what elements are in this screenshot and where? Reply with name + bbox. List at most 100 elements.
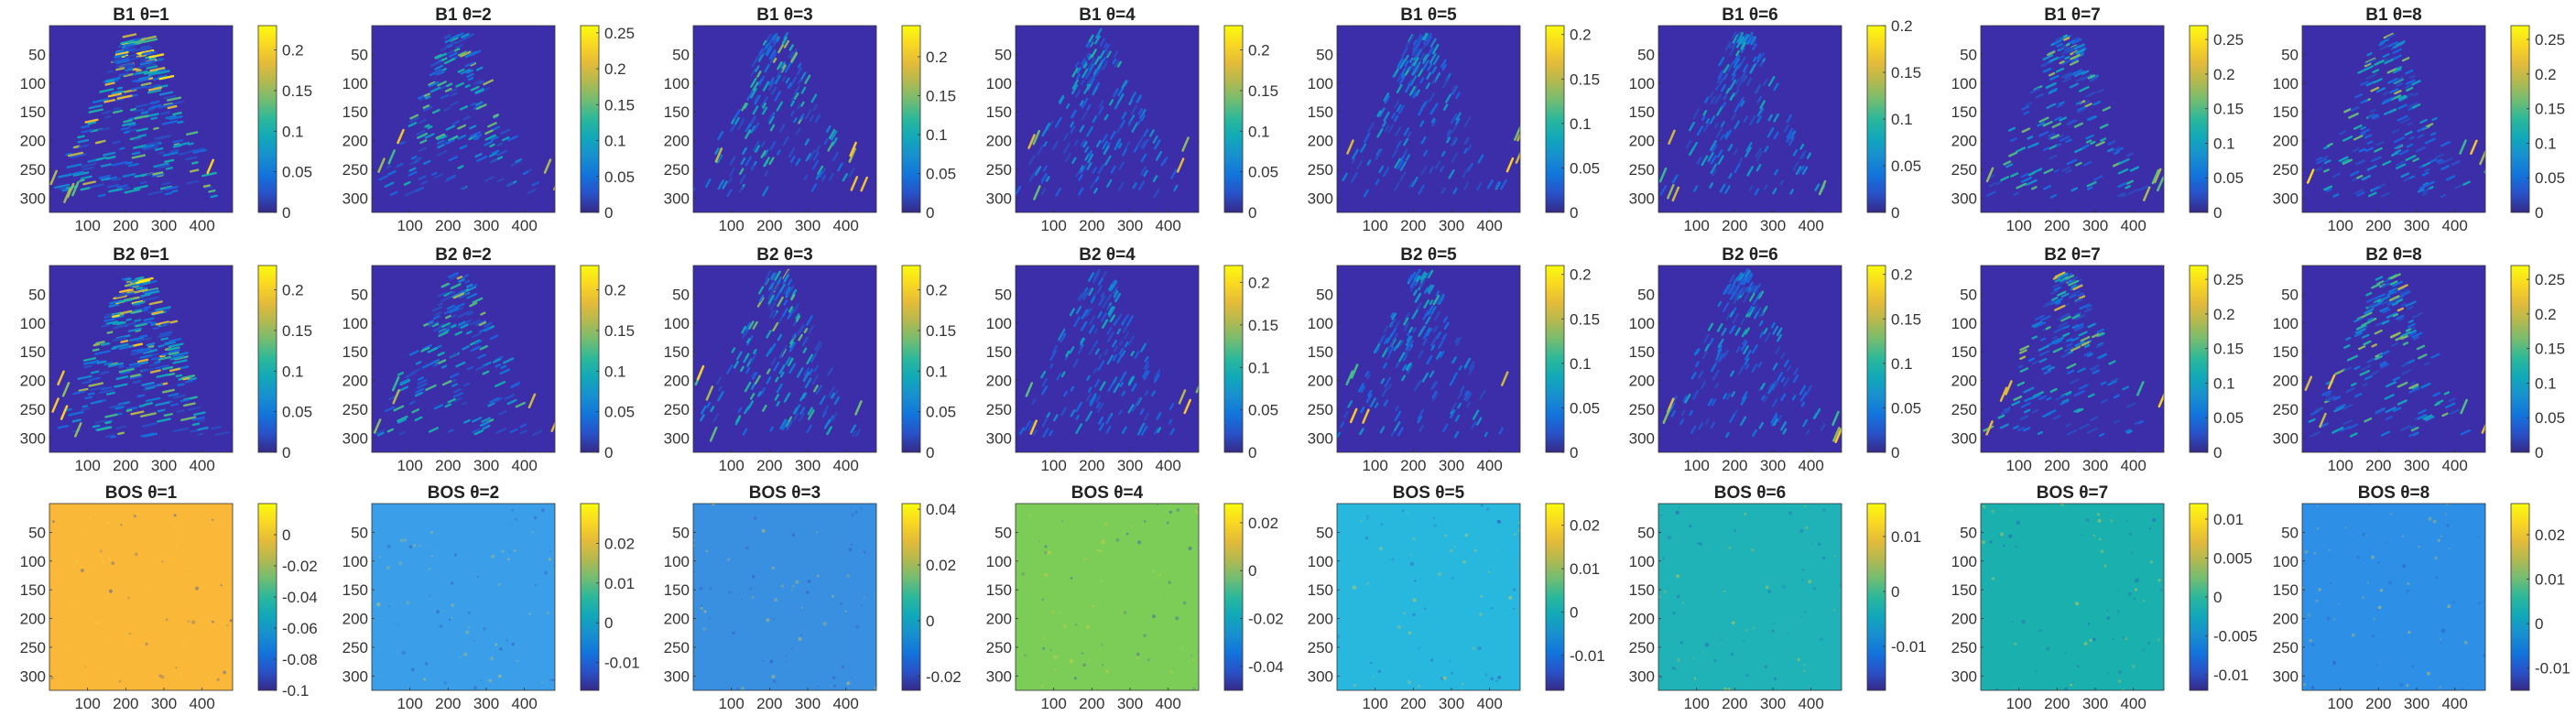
colorbar — [1545, 25, 1565, 213]
x-tick-label: 300 — [1760, 695, 1786, 712]
y-tick-label: 200 — [986, 373, 1012, 390]
subplot-svg: BOS θ=1 50 100 150 200 250 300 100 200 300 400 0 -0.… — [20, 483, 318, 712]
x-tick-label: 200 — [2044, 695, 2070, 712]
subplot-svg: B2 θ=8 50 100 150 200 250 300 100 200 300 400 0.25 0… — [2273, 245, 2565, 474]
colorbar — [580, 25, 600, 213]
y-tick-label: 150 — [664, 581, 690, 599]
subplot-panel: B1 θ=6 50 100 150 200 250 300 100 200 300 400 0.2 0.… — [1622, 0, 1947, 238]
x-tick-label: 100 — [1040, 217, 1066, 234]
y-tick-label: 200 — [1951, 373, 1977, 390]
subplot-panel: B2 θ=2 50 100 150 200 250 300 100 200 300 400 0.2 0.… — [335, 240, 660, 478]
y-tick-label: 250 — [664, 401, 690, 418]
colorbar — [580, 265, 600, 453]
colorbar-tick-label: 0.01 — [1891, 528, 1921, 546]
subplot-svg: B1 θ=5 50 100 150 200 250 300 100 200 300 400 0.2 0.… — [1308, 5, 1600, 234]
axes-frame — [692, 265, 877, 453]
y-tick-label: 250 — [2273, 401, 2299, 418]
colorbar-tick-label: 0.05 — [282, 164, 312, 181]
y-tick-label: 50 — [351, 46, 368, 63]
x-tick-label: 100 — [1040, 457, 1066, 474]
colorbar-tick-label: -0.1 — [282, 682, 309, 700]
x-tick-label: 300 — [151, 457, 177, 474]
subplot-title: B1 θ=3 — [756, 5, 813, 25]
y-tick-label: 150 — [342, 581, 368, 599]
subplot-svg: B2 θ=5 50 100 150 200 250 300 100 200 300 400 0.2 0.… — [1308, 245, 1600, 474]
y-tick-label: 150 — [20, 581, 46, 599]
colorbar-tick-label: 0 — [1570, 604, 1578, 622]
x-tick-label: 200 — [1400, 695, 1426, 712]
y-tick-label: 50 — [1960, 46, 1977, 63]
y-tick-label: 100 — [342, 75, 368, 92]
y-tick-label: 100 — [2273, 315, 2299, 332]
colorbar-tick-label: 0.2 — [1891, 17, 1913, 35]
x-tick-label: 200 — [113, 457, 138, 474]
colorbar-tick-label: 0.1 — [2535, 135, 2557, 152]
y-tick-label: 150 — [1308, 581, 1333, 599]
colorbar-tick-label: 0 — [604, 204, 613, 222]
subplot-panel: B2 θ=8 50 100 150 200 250 300 100 200 300 400 0.25 0… — [2266, 240, 2576, 478]
x-tick-label: 100 — [2005, 695, 2031, 712]
y-tick-label: 150 — [342, 343, 368, 361]
y-tick-label: 50 — [1960, 524, 1977, 541]
y-tick-label: 300 — [1951, 667, 1977, 685]
x-tick-label: 300 — [1117, 457, 1143, 474]
x-tick-label: 300 — [2082, 695, 2108, 712]
x-tick-label: 300 — [473, 695, 499, 712]
x-tick-label: 400 — [832, 457, 858, 474]
y-tick-label: 200 — [2273, 133, 2299, 150]
colorbar-tick-label: 0 — [926, 444, 934, 461]
heatmap-texture — [1016, 504, 1199, 690]
x-tick-label: 200 — [435, 695, 461, 712]
x-tick-label: 300 — [2404, 695, 2429, 712]
colorbar-tick-label: -0.01 — [604, 655, 640, 672]
y-tick-label: 300 — [1951, 190, 1977, 207]
y-tick-label: 50 — [28, 286, 46, 303]
colorbar-tick-label: 0.15 — [1570, 310, 1600, 328]
colorbar-tick-label: 0.02 — [1248, 515, 1278, 532]
colorbar-tick-label: 0.15 — [604, 322, 635, 340]
x-tick-label: 100 — [1362, 457, 1387, 474]
subplot-svg: B2 θ=3 50 100 150 200 250 300 100 200 300 400 0.2 0.… — [664, 245, 956, 474]
y-tick-label: 100 — [1951, 553, 1977, 570]
y-tick-label: 150 — [1951, 103, 1977, 121]
heatmap-texture — [51, 276, 231, 439]
subplot-panel: BOS θ=8 50 100 150 200 250 300 100 200 300 400 0.02… — [2266, 478, 2576, 716]
heatmap-texture — [376, 508, 555, 690]
y-tick-label: 300 — [20, 667, 46, 685]
y-tick-label: 250 — [1951, 401, 1977, 418]
y-tick-label: 200 — [1629, 133, 1655, 150]
y-tick-label: 300 — [1951, 429, 1977, 447]
y-tick-label: 250 — [342, 639, 368, 656]
subplot-panel: BOS θ=3 50 100 150 200 250 300 100 200 300 400 0.04… — [657, 478, 982, 716]
subplot-panel: B2 θ=7 50 100 150 200 250 300 100 200 300 400 0.25 0… — [1944, 240, 2269, 478]
colorbar-tick-label: 0 — [2535, 444, 2543, 461]
x-tick-label: 200 — [113, 217, 138, 234]
y-tick-label: 50 — [1637, 286, 1655, 303]
colorbar-tick-label: 0.1 — [2213, 374, 2235, 392]
colorbar-tick-label: 0.2 — [604, 282, 626, 299]
y-tick-label: 100 — [20, 315, 46, 332]
axes-frame — [371, 25, 556, 213]
subplot-svg: BOS θ=2 50 100 150 200 250 300 100 200 300 400 0.02… — [342, 483, 640, 712]
y-tick-label: 300 — [342, 429, 368, 447]
subplot-svg: BOS θ=7 50 100 150 200 250 300 100 200 300 400 0.01… — [1951, 483, 2258, 712]
x-tick-label: 200 — [1722, 217, 1747, 234]
colorbar-tick-label: 0 — [2535, 204, 2543, 222]
colorbar — [1866, 503, 1886, 691]
x-tick-label: 400 — [2120, 217, 2146, 234]
colorbar — [1545, 265, 1565, 453]
y-tick-label: 300 — [1308, 667, 1333, 685]
x-tick-label: 100 — [2005, 457, 2031, 474]
y-tick-label: 100 — [1308, 315, 1333, 332]
y-tick-label: 50 — [1316, 524, 1333, 541]
x-tick-label: 400 — [1476, 457, 1502, 474]
x-tick-label: 200 — [756, 695, 782, 712]
heatmap-texture — [2306, 32, 2485, 199]
colorbar-tick-label: 0 — [282, 444, 290, 461]
y-tick-label: 50 — [351, 286, 368, 303]
axes-frame — [1336, 265, 1521, 453]
subplot-svg: BOS θ=5 50 100 150 200 250 300 100 200 300 400 0.02… — [1308, 483, 1605, 712]
x-tick-label: 200 — [2044, 217, 2070, 234]
x-tick-label: 300 — [795, 695, 821, 712]
x-tick-label: 200 — [756, 457, 782, 474]
